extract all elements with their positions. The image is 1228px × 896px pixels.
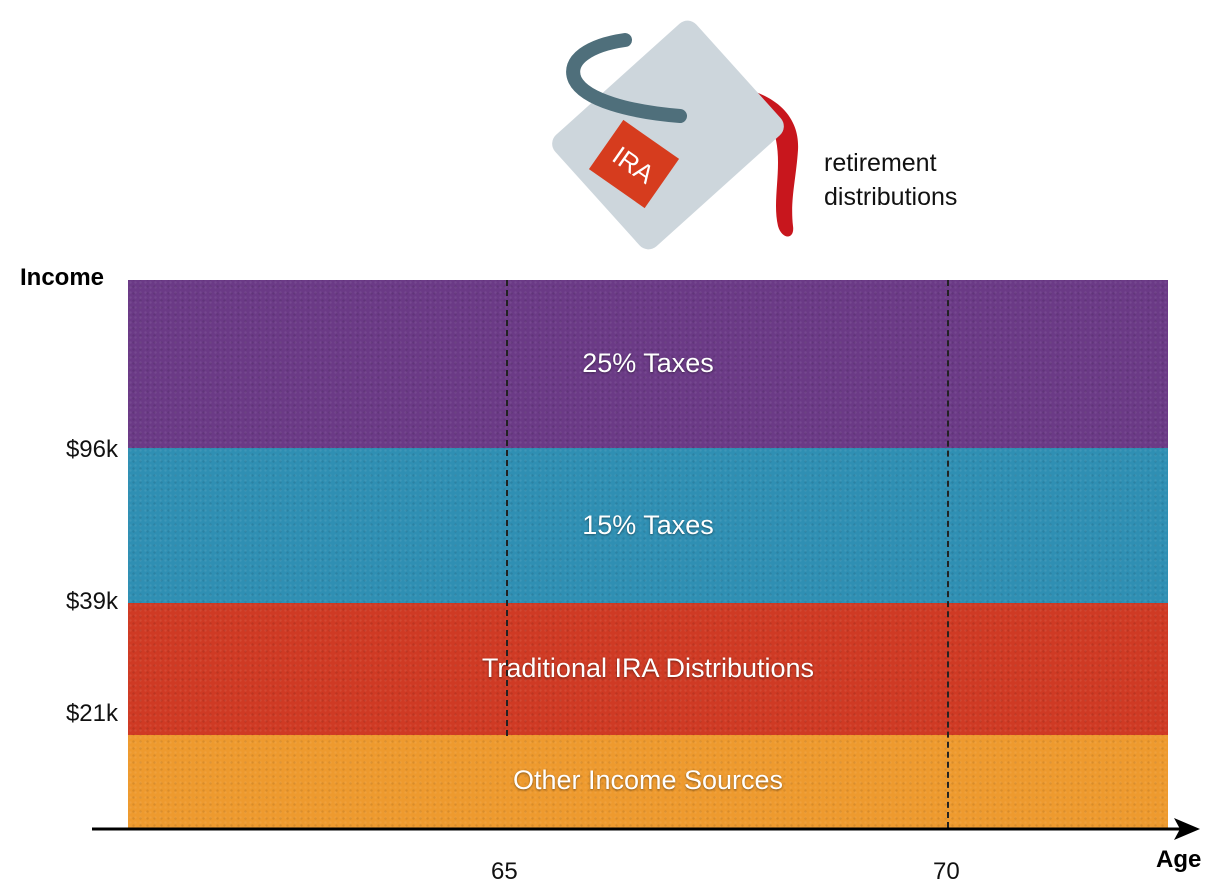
y-tick-39k: $39k [65,588,118,615]
x-tick-65: 65 [491,858,518,885]
callout-line-1: retirement [824,149,937,177]
bucket-icon [552,20,784,250]
age-70-marker-line [947,280,949,828]
age-65-marker-line [506,280,508,736]
band-label: 15% Taxes [582,510,714,540]
band-other-income-sources: Other Income Sources [128,735,1168,828]
x-axis-title: Age [1156,846,1202,873]
ira-bucket-illustration: IRA [552,20,799,250]
band-label: Traditional IRA Distributions [481,653,815,683]
callout-text: retirement distributions [824,146,957,214]
y-tick-96k: $96k [65,436,118,463]
band-label: Other Income Sources [512,765,784,795]
x-tick-70: 70 [933,858,960,885]
band-label: 25% Taxes [582,348,714,378]
arrowhead-icon [1174,818,1200,840]
ira-tag [588,119,680,209]
band-traditional-ira-distributions: Traditional IRA Distributions [128,603,1168,735]
band-25-percent-taxes: 25% Taxes [128,280,1168,448]
callout-line-2: distributions [824,183,958,211]
x-axis-arrow [92,818,1200,840]
y-axis-title: Income [20,264,105,291]
bucket-handle-icon [566,33,687,123]
y-tick-21k: $21k [65,700,118,727]
band-15-percent-taxes: 15% Taxes [128,448,1168,603]
